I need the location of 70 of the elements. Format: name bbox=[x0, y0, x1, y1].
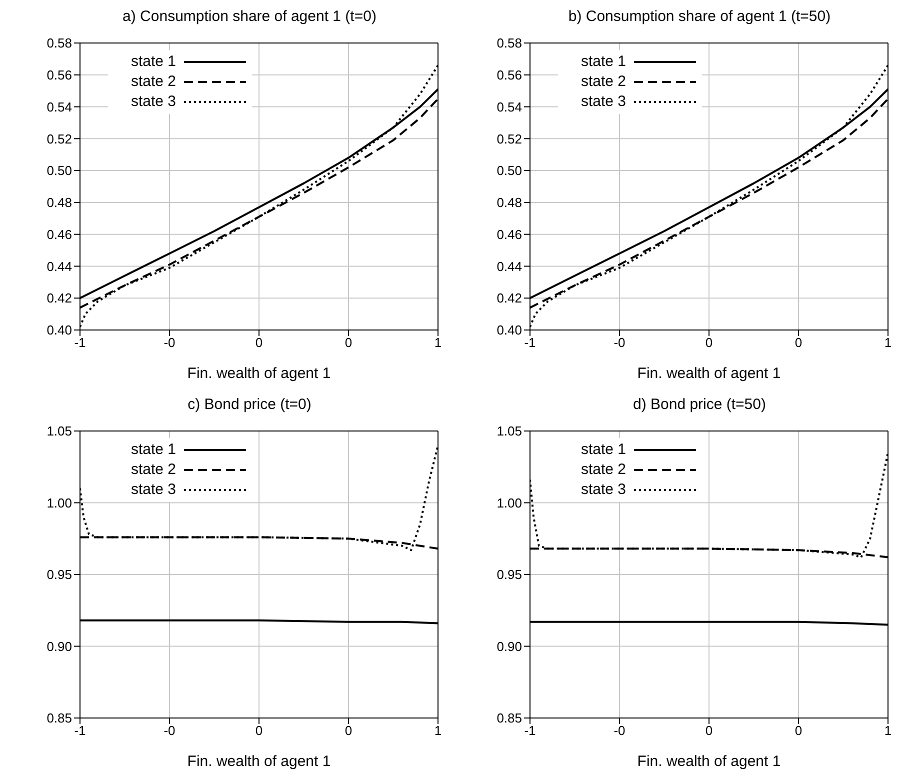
x-tick-label: 0 bbox=[794, 335, 802, 350]
legend-label: state 3 bbox=[130, 480, 176, 500]
y-tick-label: 0.46 bbox=[496, 226, 522, 242]
x-tick-label: 0 bbox=[255, 335, 263, 350]
y-tick-label: 0.46 bbox=[46, 226, 72, 242]
y-tick-label: 0.40 bbox=[496, 322, 522, 338]
legend-label: state 2 bbox=[580, 72, 626, 92]
x-tick-label: -0 bbox=[164, 723, 176, 738]
y-tick-label: 1.05 bbox=[46, 424, 72, 439]
x-tick-label: 0 bbox=[705, 723, 713, 738]
y-tick-label: 0.44 bbox=[496, 258, 522, 274]
x-tick-label: -0 bbox=[614, 723, 626, 738]
y-tick-label: 0.54 bbox=[46, 99, 72, 114]
x-axis-title: Fin. wealth of agent 1 bbox=[637, 365, 781, 382]
x-tick-label: -0 bbox=[614, 335, 626, 350]
x-tick-label: 1 bbox=[884, 335, 892, 350]
x-tick-label: 0 bbox=[344, 335, 352, 350]
x-axis-title: Fin. wealth of agent 1 bbox=[187, 365, 331, 382]
y-tick-label: 0.85 bbox=[46, 710, 72, 726]
y-tick-label: 0.40 bbox=[46, 322, 72, 338]
chart-title: a) Consumption share of agent 1 (t=0) bbox=[122, 8, 378, 27]
y-tick-label: 0.52 bbox=[46, 131, 72, 146]
y-tick-label: 0.58 bbox=[496, 36, 522, 51]
y-tick-label: 0.90 bbox=[496, 638, 522, 654]
legend-label: state 1 bbox=[130, 52, 176, 72]
y-tick-label: 0.48 bbox=[496, 195, 522, 210]
y-tick-label: 0.50 bbox=[46, 163, 72, 178]
legend-label: state 3 bbox=[580, 480, 626, 500]
y-tick-label: 0.95 bbox=[46, 567, 72, 582]
y-tick-label: 0.85 bbox=[496, 710, 522, 726]
y-tick-label: 1.05 bbox=[496, 424, 522, 439]
y-tick-label: 0.42 bbox=[46, 290, 72, 306]
y-tick-label: 0.50 bbox=[496, 163, 522, 178]
y-tick-label: 0.42 bbox=[496, 290, 522, 306]
x-tick-label: 1 bbox=[884, 723, 892, 738]
x-tick-label: 1 bbox=[434, 335, 442, 350]
x-tick-label: -0 bbox=[164, 335, 176, 350]
y-tick-label: 0.56 bbox=[46, 68, 72, 83]
legend-label: state 1 bbox=[580, 440, 626, 460]
x-tick-label: 0 bbox=[705, 335, 713, 350]
y-tick-label: 1.00 bbox=[46, 495, 72, 510]
x-tick-label: 0 bbox=[344, 723, 352, 738]
x-tick-label: -1 bbox=[524, 723, 536, 738]
y-tick-label: 0.95 bbox=[496, 567, 522, 582]
x-tick-label: 1 bbox=[434, 723, 442, 738]
x-tick-label: 0 bbox=[255, 723, 263, 738]
y-tick-label: 0.56 bbox=[496, 68, 522, 83]
chart-title: c) Bond price (t=0) bbox=[186, 396, 312, 415]
y-tick-label: 0.48 bbox=[46, 195, 72, 210]
legend-label: state 2 bbox=[130, 72, 176, 92]
x-tick-label: 0 bbox=[794, 723, 802, 738]
legend-label: state 1 bbox=[580, 52, 626, 72]
legend-label: state 3 bbox=[580, 92, 626, 112]
y-tick-label: 0.44 bbox=[46, 258, 72, 274]
legend-label: state 2 bbox=[580, 460, 626, 480]
legend-label: state 1 bbox=[130, 440, 176, 460]
y-tick-label: 0.54 bbox=[496, 99, 522, 114]
chart-title: d) Bond price (t=50) bbox=[632, 396, 767, 415]
x-axis-title: Fin. wealth of agent 1 bbox=[187, 753, 331, 770]
y-tick-label: 0.58 bbox=[46, 36, 72, 51]
legend-label: state 3 bbox=[130, 92, 176, 112]
x-tick-label: -1 bbox=[524, 335, 536, 350]
x-tick-label: -1 bbox=[74, 335, 86, 350]
legend-label: state 2 bbox=[130, 460, 176, 480]
x-axis-title: Fin. wealth of agent 1 bbox=[637, 753, 781, 770]
x-tick-label: -1 bbox=[74, 723, 86, 738]
y-tick-label: 0.52 bbox=[496, 131, 522, 146]
y-tick-label: 0.90 bbox=[46, 638, 72, 654]
y-tick-label: 1.00 bbox=[496, 495, 522, 510]
chart-title: b) Consumption share of agent 1 (t=50) bbox=[567, 8, 832, 27]
